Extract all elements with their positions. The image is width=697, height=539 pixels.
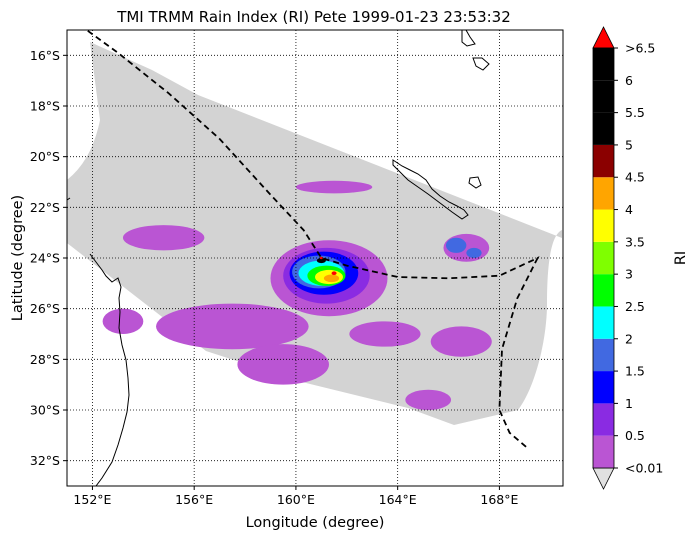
colorbar-segment xyxy=(593,274,614,307)
rain-feature xyxy=(430,326,492,357)
y-tick-label: 30°S xyxy=(30,403,60,418)
x-axis-label: Longitude (degree) xyxy=(246,515,385,531)
colorbar-tick-label: 1 xyxy=(625,396,633,411)
y-tick-label: 20°S xyxy=(30,149,60,164)
new-caledonia-coastline xyxy=(392,159,469,220)
rain-feature xyxy=(319,256,324,260)
colorbar-tick-label: >6.5 xyxy=(625,41,655,56)
vanuatu-island-coastline xyxy=(461,30,476,47)
colorbar-segment xyxy=(593,403,614,436)
rain-feature xyxy=(349,321,421,347)
rain-feature xyxy=(445,237,467,253)
y-axis-label: Latitude (degree) xyxy=(10,195,26,321)
vanuatu-island-coastline xyxy=(472,57,490,71)
colorbar-tick-label: 3.5 xyxy=(625,234,645,249)
colorbar-segment xyxy=(593,48,614,81)
loyalty-island-coastline xyxy=(468,176,482,189)
colorbar-frame xyxy=(592,47,615,469)
colorbar-segment xyxy=(593,371,614,404)
y-axis-ticks: 16°S 18°S 20°S 22°S 24°S 26°S 28°S 30°S 32°S xyxy=(30,48,67,468)
colorbar-tick-label: 5.5 xyxy=(625,105,645,120)
rain-feature xyxy=(295,180,373,194)
colorbar-tick-label: 0.5 xyxy=(625,428,645,443)
x-tick-label: 152°E xyxy=(73,492,111,507)
rain-feature xyxy=(102,308,144,335)
colorbar-segment xyxy=(593,144,614,178)
rain-feature xyxy=(466,247,482,258)
colorbar-tick-label: 6 xyxy=(625,73,633,88)
colorbar-tick-label: 3 xyxy=(625,267,633,282)
colorbar-tick-label: 1.5 xyxy=(625,364,645,379)
y-tick-label: 22°S xyxy=(30,200,60,215)
colorbar-segment xyxy=(593,112,614,145)
colorbar-tick-label: 5 xyxy=(625,137,633,152)
x-tick-label: 160°E xyxy=(277,492,315,507)
colorbar-tick-label: 4.5 xyxy=(625,170,645,185)
y-tick-label: 16°S xyxy=(30,48,60,63)
rain-feature xyxy=(156,303,309,350)
x-tick-label: 156°E xyxy=(175,492,213,507)
colorbar-over-triangle xyxy=(592,26,615,49)
colorbar-segment xyxy=(593,306,614,339)
colorbar-segment xyxy=(593,241,614,275)
colorbar-segment xyxy=(593,435,614,468)
coastlines xyxy=(67,30,490,486)
y-tick-label: 28°S xyxy=(30,352,60,367)
colorbar-tick-label: 2 xyxy=(625,331,633,346)
rain-layer xyxy=(102,180,492,410)
chart-title: TMI TRMM Rain Index (RI) Pete 1999-01-23… xyxy=(116,8,511,26)
colorbar-tick-label: 4 xyxy=(625,202,633,217)
colorbar-under-triangle xyxy=(592,467,615,490)
australia-coastline xyxy=(89,253,130,486)
y-tick-label: 26°S xyxy=(30,301,60,316)
x-axis-ticks: 152°E 156°E 160°E 164°E 168°E xyxy=(73,486,519,507)
colorbar-tick-label: 2.5 xyxy=(625,299,645,314)
rain-feature xyxy=(237,344,329,385)
x-tick-label: 168°E xyxy=(480,492,518,507)
colorbar-tick-label: <0.01 xyxy=(625,461,663,476)
colorbar-segment xyxy=(593,177,614,210)
x-tick-label: 164°E xyxy=(379,492,417,507)
colorbar: <0.01 0.5 1 1.5 2 2.5 3 3.5 4 4.5 5 5.5 6 >6.5 xyxy=(592,26,663,490)
y-tick-label: 24°S xyxy=(30,251,60,266)
colorbar-segment xyxy=(593,80,614,113)
y-tick-label: 32°S xyxy=(30,453,60,468)
grid-lines xyxy=(67,30,563,486)
rain-feature xyxy=(405,389,452,410)
map-layer xyxy=(67,30,563,486)
colorbar-segment xyxy=(593,209,614,242)
colorbar-segment xyxy=(593,338,614,372)
y-tick-label: 18°S xyxy=(30,99,60,114)
rain-feature xyxy=(323,274,340,283)
colorbar-label: RI xyxy=(673,251,689,265)
rain-feature xyxy=(122,225,205,251)
rain-feature xyxy=(331,271,337,275)
